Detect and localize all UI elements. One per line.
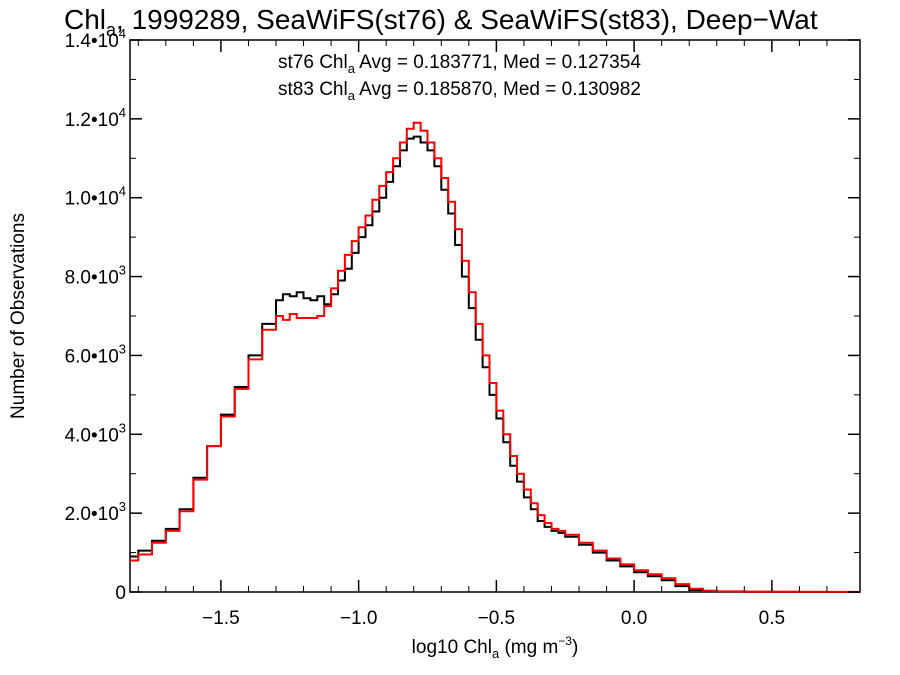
- chart-title: Chla, 1999289, SeaWiFS(st76) & SeaWiFS(s…: [64, 4, 818, 40]
- legend-st83-sub: a: [348, 88, 356, 103]
- series-line-st83: [130, 121, 860, 593]
- y-tick-label: 6.0•103: [65, 341, 126, 367]
- axis-layer: −1.5 −1.0 −0.5 0.0 0.5 0 2.0•103 4.0•103 6.0•103…: [65, 26, 860, 629]
- y-tick-label: 1.0•104: [65, 184, 126, 210]
- series-line-st76: [130, 135, 860, 593]
- title-rest: , 1999289, SeaWiFS(st76) & SeaWiFS(st83)…: [116, 4, 818, 35]
- legend-st83: st83 Chla Avg = 0.185870, Med = 0.130982: [278, 79, 641, 103]
- x-tick-label: −1.0: [340, 608, 378, 629]
- y-tick-label: 4.0•103: [65, 420, 126, 446]
- y-tick-label: 1.4•104: [65, 26, 126, 52]
- legend-st76: st76 Chla Avg = 0.183771, Med = 0.127354: [278, 52, 641, 76]
- y-axis-label: Number of Observations: [8, 213, 29, 419]
- title-subscript: a: [106, 20, 117, 40]
- y-tick-label: 0: [115, 583, 126, 604]
- x-tick-label: −0.5: [478, 608, 516, 629]
- xlabel-end: ): [572, 637, 578, 658]
- y-tick-label: 2.0•103: [65, 499, 126, 525]
- legend-st83-pre: st83 Chl: [278, 79, 348, 100]
- x-tick-label: 0.5: [759, 608, 785, 629]
- y-tick-label: 1.2•104: [65, 105, 126, 131]
- legend-st76-pre: st76 Chl: [278, 52, 348, 73]
- legend-st76-sub: a: [348, 61, 356, 76]
- plot-frame: [129, 39, 861, 593]
- title-prefix: Chl: [64, 4, 106, 35]
- xlabel-mid: (mg m: [499, 637, 558, 658]
- x-axis-label: log10 Chla (mg m−3): [412, 634, 579, 661]
- legend-st83-post: Avg = 0.185870, Med = 0.130982: [355, 79, 641, 100]
- x-tick-label: 0.0: [621, 608, 647, 629]
- x-tick-label: −1.5: [202, 608, 240, 629]
- xlabel-sup: −3: [558, 634, 572, 648]
- xlabel-prefix: log10 Chl: [412, 637, 492, 658]
- legend-st76-post: Avg = 0.183771, Med = 0.127354: [355, 52, 641, 73]
- xlabel-sub: a: [492, 646, 500, 661]
- y-tick-label: 8.0•103: [65, 263, 126, 289]
- series-layer: [130, 121, 860, 593]
